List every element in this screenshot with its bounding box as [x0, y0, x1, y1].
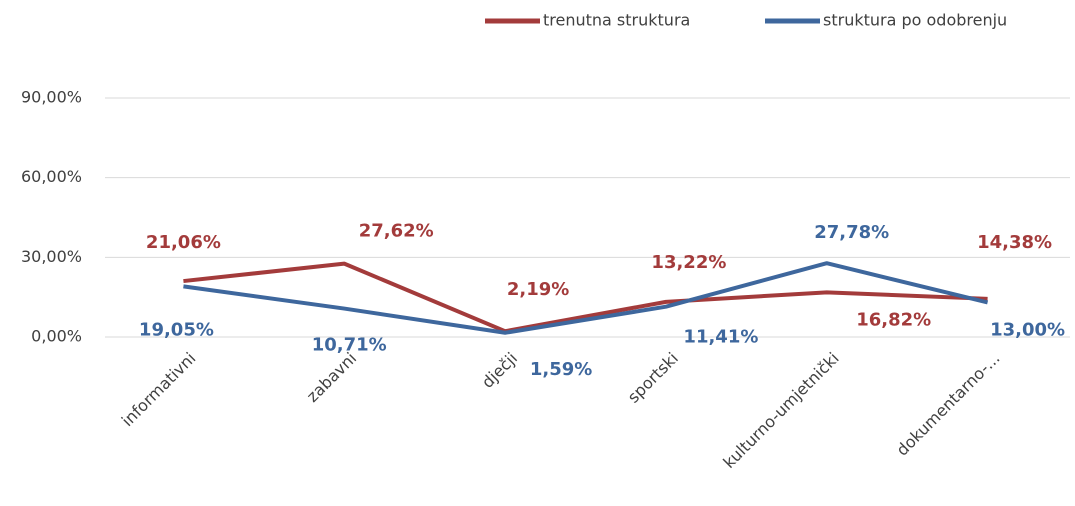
legend-label: struktura po odobrenju	[823, 11, 1007, 30]
x-tick-label: sportski	[624, 349, 682, 407]
data-label: 16,82%	[856, 309, 931, 330]
y-tick-label: 90,00%	[21, 88, 82, 107]
data-label: 2,19%	[507, 279, 569, 300]
data-label: 19,05%	[139, 319, 214, 340]
x-tick-label: kulturno-umjetnički	[719, 349, 842, 472]
data-label: 27,62%	[359, 221, 434, 242]
x-tick-label: dječji	[478, 349, 521, 392]
data-label: 21,06%	[146, 232, 221, 253]
data-label: 10,71%	[312, 335, 387, 356]
data-label: 13,22%	[651, 252, 726, 273]
x-tick-label: informativni	[118, 349, 200, 431]
data-label: 1,59%	[530, 359, 592, 380]
y-tick-label: 0,00%	[31, 327, 82, 346]
y-tick-label: 30,00%	[21, 247, 82, 266]
data-label: 11,41%	[683, 327, 758, 348]
x-tick-label: dokumentarno-...	[893, 349, 1004, 460]
series-line	[183, 261, 989, 335]
x-tick-label: zabavni	[303, 349, 360, 406]
data-label: 27,78%	[814, 222, 889, 243]
data-label: 14,38%	[977, 232, 1052, 253]
data-label: 13,00%	[990, 319, 1065, 340]
series-line	[183, 261, 988, 334]
legend-label: trenutna struktura	[543, 11, 690, 30]
y-tick-label: 60,00%	[21, 167, 82, 186]
